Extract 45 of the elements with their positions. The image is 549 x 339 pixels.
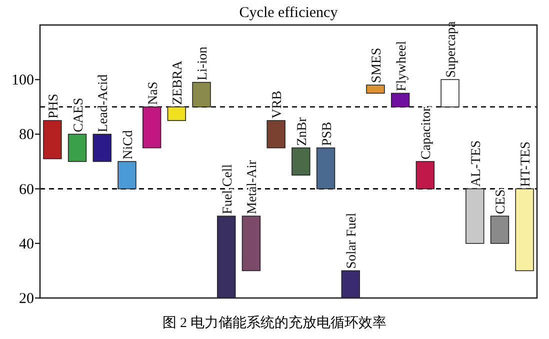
caption: 图 2 电力储能系统的充放电循环效率: [162, 315, 386, 331]
x-tick-label: VRB: [269, 90, 284, 119]
x-tick-label: NaS: [144, 82, 160, 105]
bar: [43, 120, 62, 160]
x-tick-label: Metal-Air: [244, 160, 260, 214]
bar: [292, 147, 310, 176]
bar: [118, 161, 136, 190]
bar: [416, 161, 435, 190]
x-tick-label: PHS: [45, 94, 60, 119]
x-tick-label: PSB: [318, 122, 334, 146]
bar: [316, 147, 336, 190]
bar: [92, 134, 112, 162]
bar: [515, 188, 534, 272]
x-tick-label: HT-TES: [518, 142, 533, 187]
bar: [167, 106, 186, 121]
x-tick-label: Solar Fuel: [344, 212, 359, 269]
bar: [266, 120, 286, 148]
x-tick-label: CES: [492, 189, 508, 214]
bar: [142, 106, 162, 148]
x-tick-label: AL-TES: [468, 140, 483, 187]
x-tick-label: CAES: [70, 98, 86, 132]
y-tick-label: 80: [19, 127, 34, 144]
bar: [440, 79, 460, 108]
bar: [490, 216, 510, 244]
x-tick-label: Flywheel: [393, 40, 408, 92]
x-tick-label: Li-ion: [194, 46, 210, 80]
y-tick-label: 60: [19, 182, 34, 198]
chart-title: Cycle efficiency: [239, 5, 338, 21]
x-tick-label: Fuel Cell: [219, 164, 234, 214]
y-tick-label: 20: [19, 291, 34, 307]
x-tick-label: Supercapa: [443, 21, 458, 78]
x-tick-label: SMES: [368, 48, 384, 84]
x-tick-label: Capacitor: [418, 106, 434, 160]
y-tick-label: 100: [12, 72, 34, 89]
x-tick-label: NiCd: [120, 130, 135, 160]
y-tick-label: 40: [19, 236, 34, 252]
bar: [192, 82, 211, 108]
x-tick-label: Lead-Acid: [95, 74, 110, 132]
bar: [390, 92, 410, 108]
bar: [366, 84, 385, 94]
bar: [466, 188, 484, 244]
x-tick-label: ZEBRA: [170, 60, 185, 105]
bar: [242, 216, 261, 272]
x-tick-label: ZnBr: [294, 116, 309, 146]
bar: [68, 134, 87, 162]
